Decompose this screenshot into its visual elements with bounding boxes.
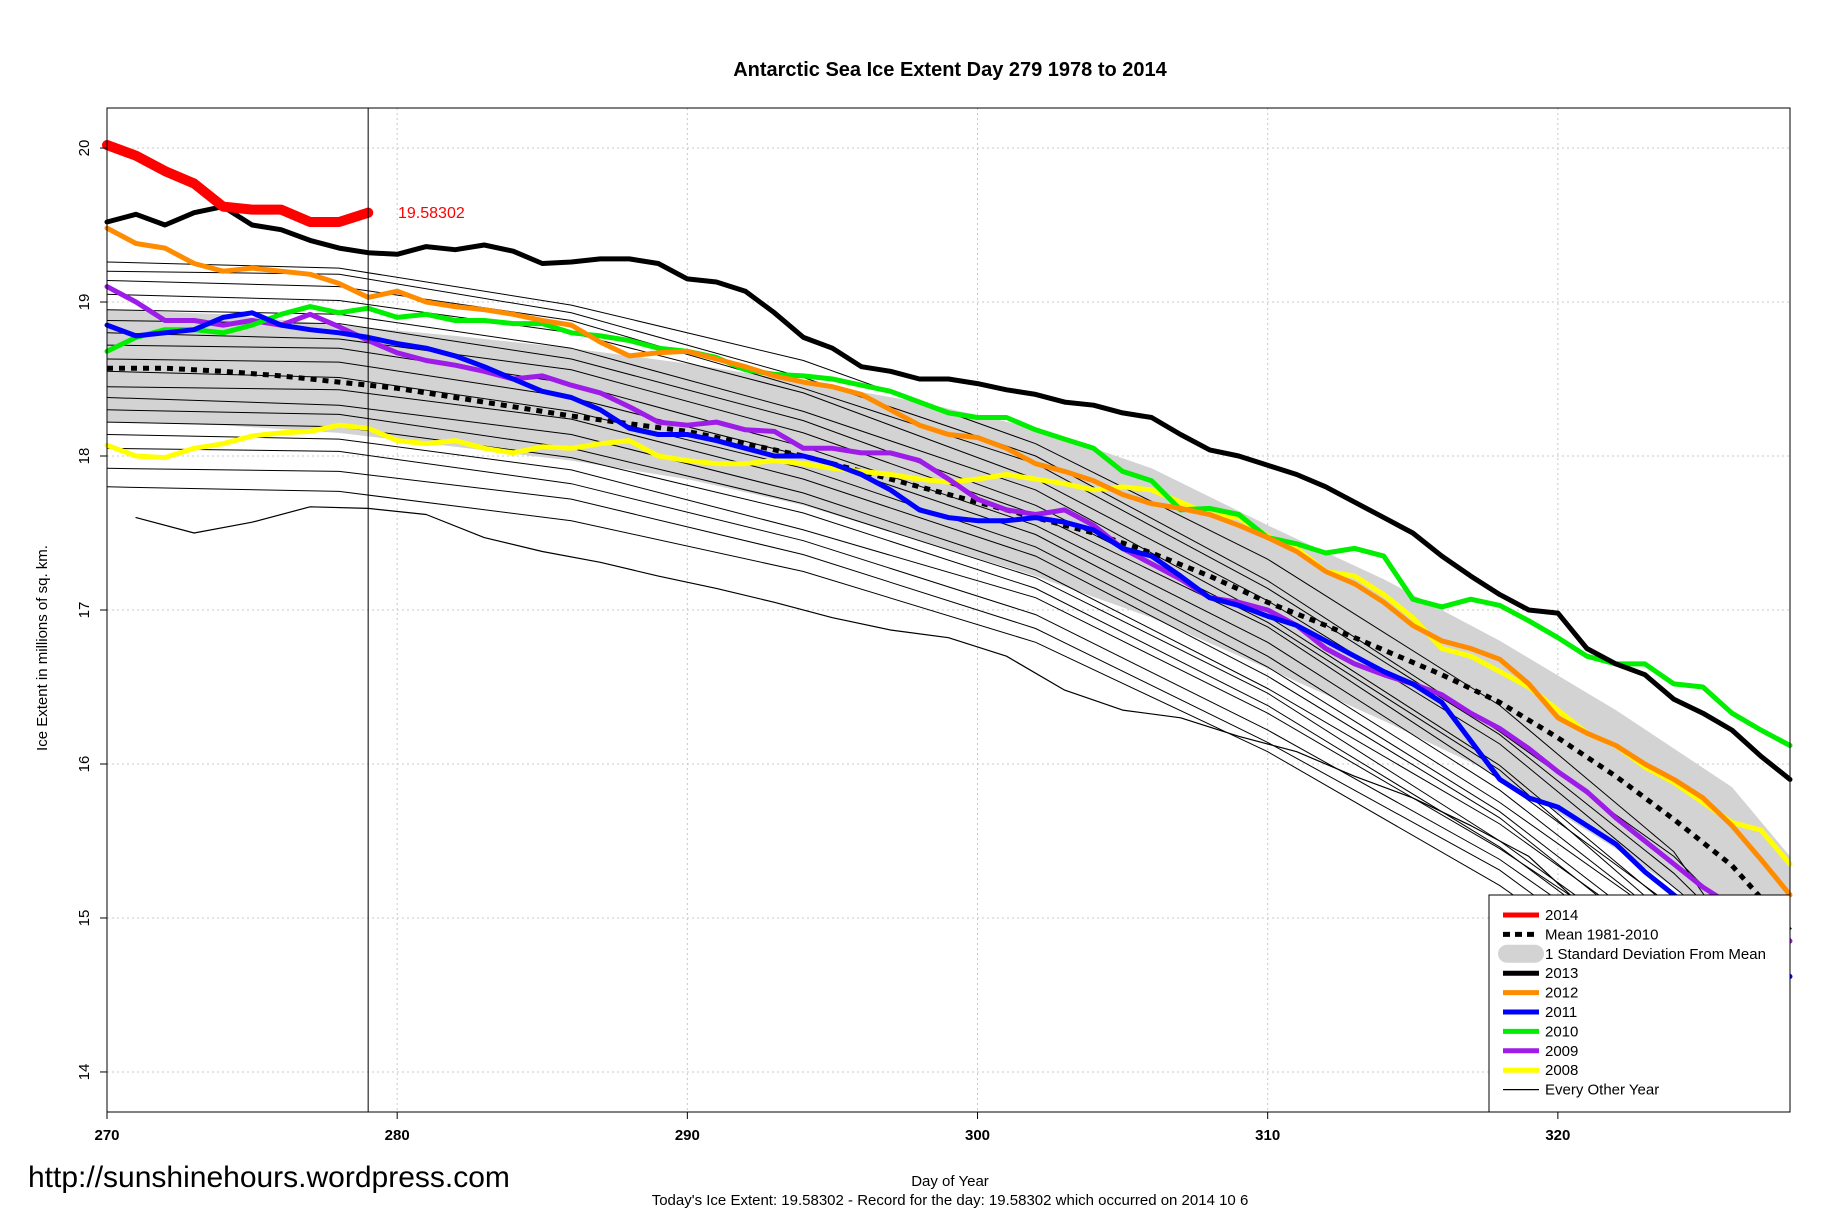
- legend-box: [1488, 894, 1791, 1113]
- series-2011-line: [104, 310, 1793, 979]
- x-tick-label: 290: [675, 1127, 700, 1144]
- series-2014-line: [102, 140, 374, 227]
- current-value-label: 19.58302: [398, 205, 465, 222]
- year-line: [106, 358, 1791, 1030]
- legend-label: 2008: [1545, 1062, 1578, 1079]
- y-axis-label: Ice Extent in millions of sq. km.: [34, 545, 51, 751]
- y-tick-label: 20: [76, 140, 93, 157]
- series-2010-line: [104, 304, 1793, 748]
- series-2008-line: [104, 422, 1793, 867]
- chart-title: Antarctic Sea Ice Extent Day 279 1978 to…: [733, 59, 1167, 81]
- series-2009-line: [104, 284, 1793, 944]
- series-2013-line: [104, 204, 1793, 782]
- legend-label: Mean 1981-2010: [1545, 926, 1658, 943]
- watermark-url: http://sunshinehours.wordpress.com: [28, 1161, 510, 1194]
- series-lines: [102, 140, 1793, 1081]
- legend-label: 2013: [1545, 965, 1578, 982]
- x-tick-label: 300: [965, 1127, 990, 1144]
- legend-label: 2014: [1545, 907, 1578, 924]
- year-line: [106, 261, 1791, 1019]
- year-line: [106, 320, 1791, 1033]
- series-mean-1981-2010-line: [107, 365, 1792, 932]
- series-2012-line: [104, 225, 1793, 898]
- footer-text: Today's Ice Extent: 19.58302 - Record fo…: [652, 1192, 1249, 1209]
- legend-label: Every Other Year: [1545, 1082, 1659, 1099]
- legend-label: 2012: [1545, 985, 1578, 1002]
- legend-label: 2011: [1545, 1004, 1577, 1021]
- legend-label: 2009: [1545, 1043, 1578, 1060]
- axes: 270 280 290 300 310 320 14 15 16 17 18 19 20: [76, 107, 1791, 1144]
- x-tick-label: 280: [385, 1127, 410, 1144]
- legend-label: 2010: [1545, 1023, 1578, 1040]
- y-tick-label: 19: [76, 294, 93, 311]
- y-tick-label: 14: [76, 1064, 93, 1081]
- x-axis-label: Day of Year: [911, 1173, 989, 1190]
- x-tick-label: 320: [1545, 1127, 1570, 1144]
- y-tick-label: 15: [76, 910, 93, 927]
- year-line: [106, 309, 1791, 1011]
- y-tick-label: 16: [76, 756, 93, 773]
- x-tick-label: 270: [94, 1127, 119, 1144]
- y-tick-label: 18: [76, 448, 93, 465]
- legend-label: 1 Standard Deviation From Mean: [1545, 946, 1766, 963]
- y-tick-label: 17: [76, 602, 93, 619]
- legend: 2014 Mean 1981-2010 1 Standard Deviation F…: [1488, 894, 1791, 1113]
- series-every-other-year-line: [135, 506, 1762, 1081]
- x-tick-label: 310: [1255, 1127, 1280, 1144]
